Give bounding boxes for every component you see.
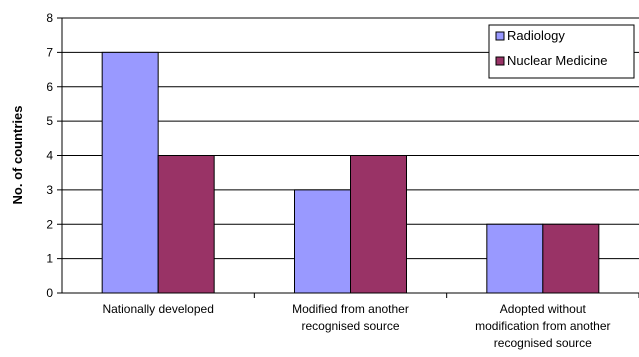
x-category-label: recognised source — [301, 319, 399, 333]
axes — [57, 17, 639, 298]
x-category-label: recognised source — [494, 336, 592, 350]
legend-box — [488, 24, 635, 79]
x-category-label: Adopted without — [500, 302, 587, 316]
bar-nuclear-medicine — [542, 223, 600, 294]
y-tick-label: 6 — [46, 80, 53, 94]
x-category-label: Nationally developed — [102, 302, 213, 316]
y-axis-label: No. of countries — [10, 106, 25, 205]
y-tick-label: 4 — [46, 149, 53, 163]
bars — [101, 51, 600, 294]
x-category-label: Modified from another — [292, 302, 409, 316]
x-category-labels: Nationally developed Modified from anothe… — [102, 302, 610, 350]
y-tick-labels: 0 1 2 3 4 5 6 7 8 — [46, 11, 53, 300]
y-tick-label: 2 — [46, 217, 53, 231]
bar-radiology — [294, 189, 351, 294]
legend-label: Radiology — [507, 28, 565, 43]
x-category-label: modification from another — [475, 319, 610, 333]
bar-radiology — [486, 223, 544, 294]
bar-radiology — [101, 51, 159, 294]
y-tick-label: 3 — [46, 183, 53, 197]
legend-label: Nuclear Medicine — [507, 53, 607, 68]
y-tick-label: 8 — [46, 11, 53, 25]
y-tick-label: 0 — [46, 286, 53, 300]
y-tick-label: 7 — [46, 45, 53, 59]
bar-nuclear-medicine — [350, 155, 407, 294]
legend-swatch — [495, 56, 505, 66]
y-tick-label: 5 — [46, 114, 53, 128]
bar-nuclear-medicine — [157, 155, 215, 294]
y-tick-label: 1 — [46, 252, 53, 266]
legend: Radiology Nuclear Medicine — [488, 24, 635, 79]
legend-swatch — [495, 31, 505, 41]
